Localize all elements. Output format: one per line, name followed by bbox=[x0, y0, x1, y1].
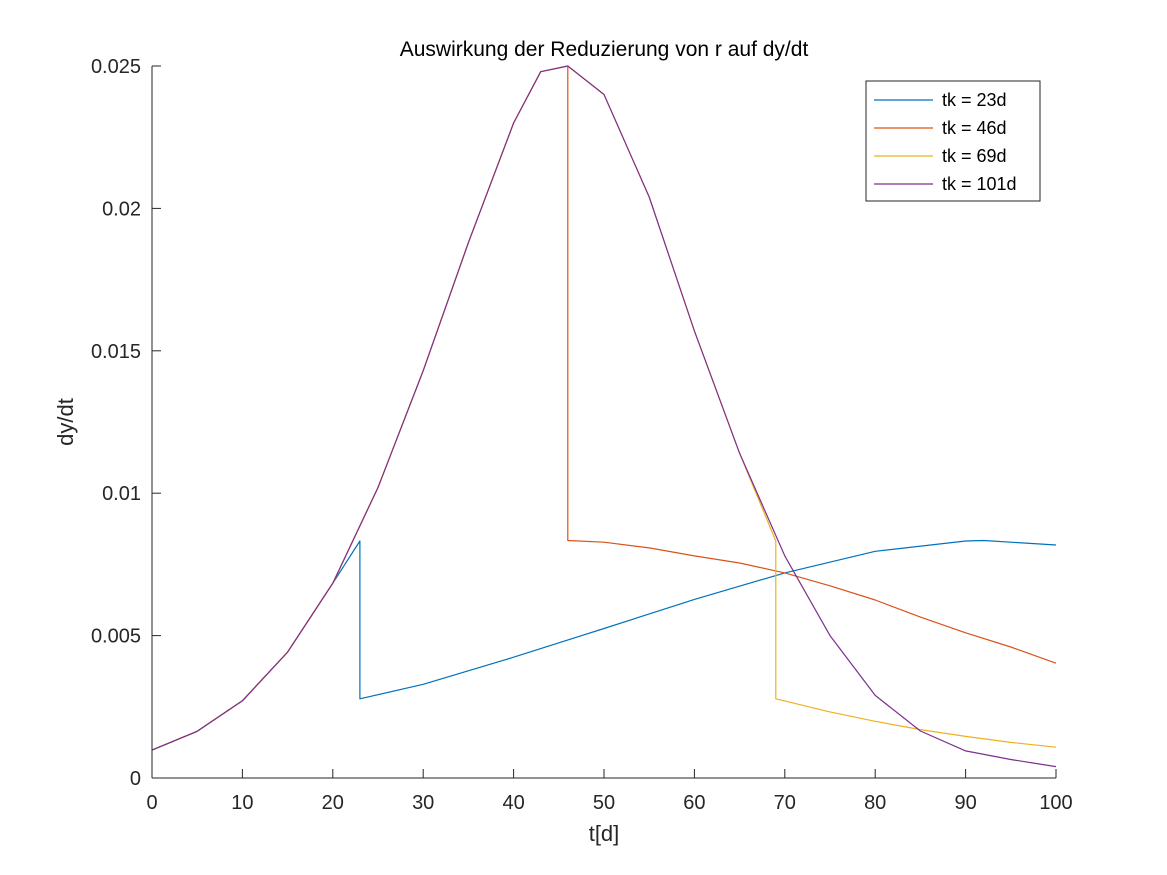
y-tick-label: 0.015 bbox=[91, 341, 141, 363]
legend-label-3: tk = 69d bbox=[942, 146, 1007, 166]
x-axis-label: t[d] bbox=[589, 821, 620, 846]
x-tick-label: 80 bbox=[864, 792, 886, 814]
x-tick-label: 30 bbox=[412, 792, 434, 814]
series-line-4 bbox=[151, 65, 1057, 768]
x-tick-label: 10 bbox=[231, 792, 253, 814]
y-tick-label: 0.025 bbox=[91, 56, 141, 78]
legend-label-1: tk = 23d bbox=[942, 90, 1007, 110]
x-tick-label: 40 bbox=[502, 792, 524, 814]
series-layer bbox=[151, 65, 1057, 768]
chart-title: Auswirkung der Reduzierung von r auf dy/… bbox=[400, 38, 809, 61]
x-tick-label: 70 bbox=[774, 792, 796, 814]
x-tick-label: 50 bbox=[593, 792, 615, 814]
x-tick-label: 0 bbox=[146, 792, 157, 814]
y-tick-label: 0 bbox=[130, 768, 141, 790]
x-tick-label: 90 bbox=[954, 792, 976, 814]
x-tick-label: 100 bbox=[1039, 792, 1072, 814]
y-tick-label: 0.01 bbox=[102, 483, 141, 505]
y-tick-label: 0.02 bbox=[102, 198, 141, 220]
y-tick-label: 0.005 bbox=[91, 626, 141, 648]
x-tick-label: 60 bbox=[683, 792, 705, 814]
legend-label-2: tk = 46d bbox=[942, 118, 1007, 138]
x-tick-label: 20 bbox=[322, 792, 344, 814]
plot-area: 0 10 20 30 40 50 60 70 80 90 100 0 0.005 0.01 0.015 0.0… bbox=[91, 56, 1073, 814]
legend: tk = 23d tk = 46d tk = 69d tk = 101d bbox=[865, 80, 1041, 202]
y-axis-label: dy/dt bbox=[53, 398, 78, 446]
legend-box bbox=[865, 80, 1041, 202]
legend-label-4: tk = 101d bbox=[942, 174, 1017, 194]
axes-layer: 0 10 20 30 40 50 60 70 80 90 100 0 0.005 0.01 0.015 0.0… bbox=[91, 56, 1073, 814]
